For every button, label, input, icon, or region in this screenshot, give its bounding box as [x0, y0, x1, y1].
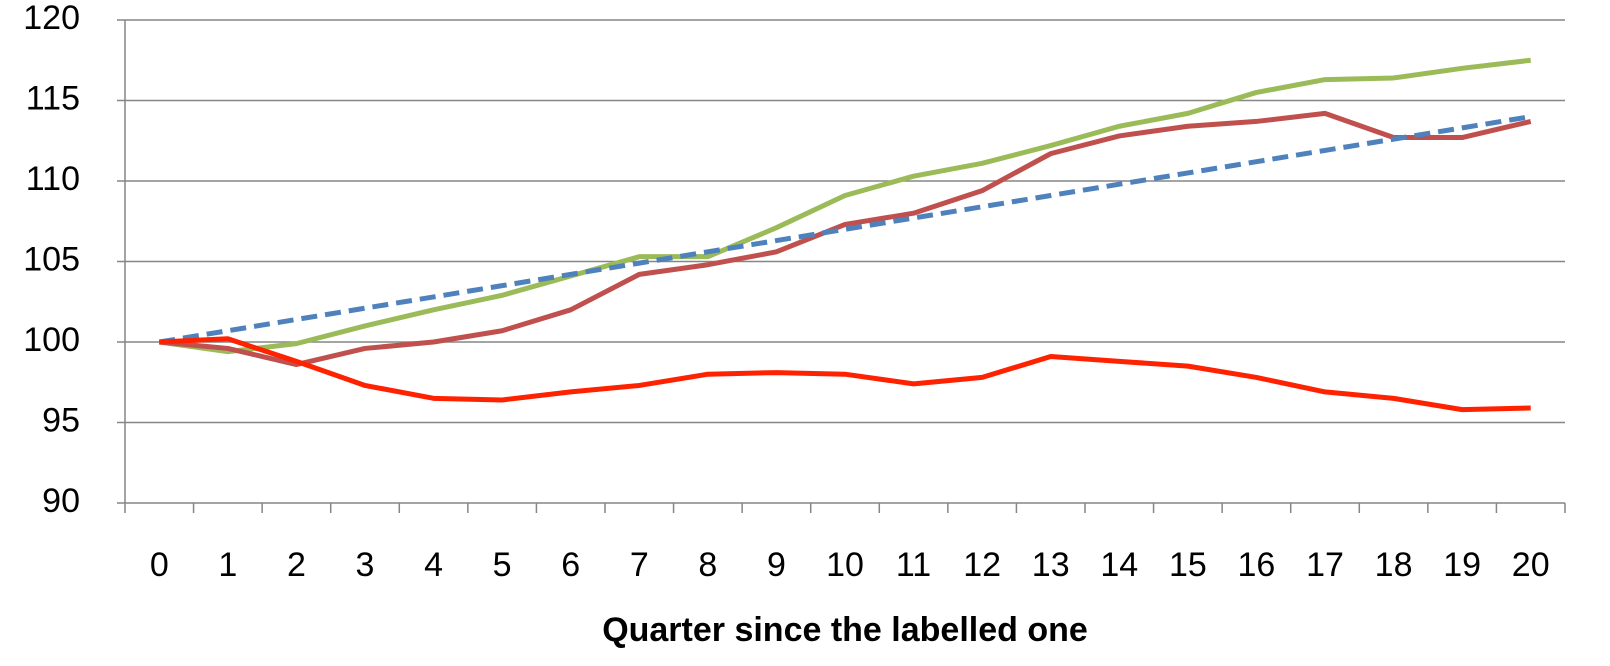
x-tick-label: 15 — [1169, 546, 1207, 584]
x-tick-label: 8 — [698, 546, 717, 584]
x-tick-label: 11 — [896, 546, 931, 584]
series-line — [159, 110, 1532, 368]
x-tick-label: 12 — [963, 546, 1001, 584]
x-tick-label: 10 — [826, 546, 864, 584]
x-tick-label: 5 — [493, 546, 512, 584]
y-tick-label: 95 — [42, 401, 80, 439]
x-tick-label: 4 — [424, 546, 443, 584]
x-axis-title: Quarter since the labelled one — [602, 611, 1088, 649]
x-tick-label: 9 — [767, 546, 786, 584]
x-tick-label: 18 — [1375, 546, 1413, 584]
x-tick-label: 2 — [287, 546, 306, 584]
x-tick-label: 14 — [1100, 546, 1138, 584]
x-tick-label: 0 — [150, 546, 169, 584]
x-tick-label: 16 — [1238, 546, 1276, 584]
series-line — [158, 114, 1532, 345]
y-tick-label: 90 — [42, 482, 80, 520]
x-tick-label: 17 — [1306, 546, 1344, 584]
y-tick-label: 115 — [26, 79, 80, 117]
y-tick-label: 120 — [23, 0, 80, 37]
x-tick-label: 3 — [356, 546, 375, 584]
x-tick-label: 1 — [218, 546, 237, 584]
x-tick-label: 19 — [1443, 546, 1481, 584]
y-tick-label: 110 — [26, 160, 80, 198]
x-tick-label: 20 — [1512, 546, 1550, 584]
x-tick-label: 7 — [630, 546, 649, 584]
y-tick-label: 105 — [23, 240, 80, 278]
series-line — [159, 336, 1531, 413]
y-tick-label: 100 — [23, 321, 80, 359]
x-tick-label: 13 — [1032, 546, 1070, 584]
x-tick-label: 6 — [561, 546, 580, 584]
series-line — [158, 57, 1532, 355]
